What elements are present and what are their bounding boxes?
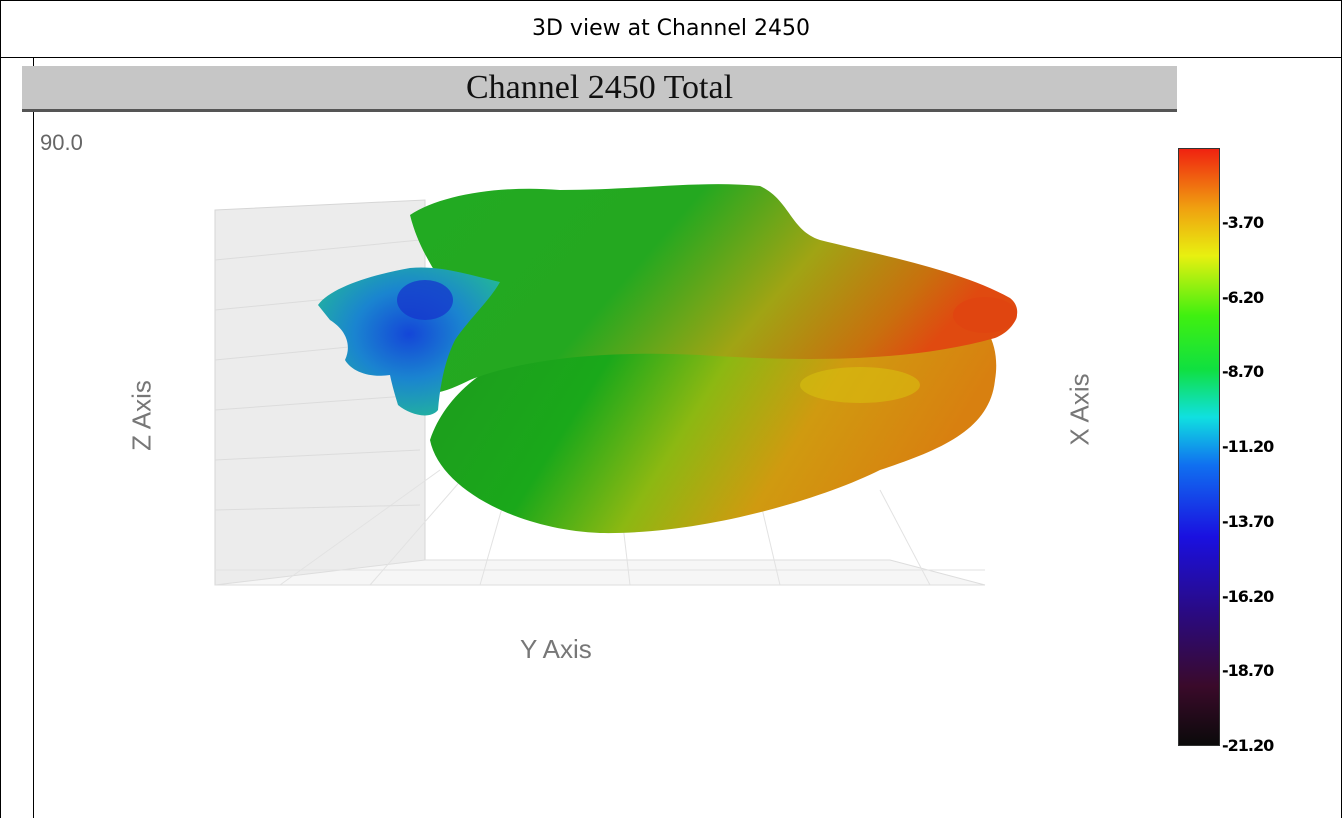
view-angle-readout: 90.0 xyxy=(40,130,83,155)
colorbar-tick-label: -11.20 xyxy=(1222,437,1274,456)
surface-body xyxy=(430,307,997,534)
wall-grid xyxy=(214,239,421,511)
colorbar-tick-label: -8.70 xyxy=(1222,362,1264,382)
colorbar-tick-label: -13.70 xyxy=(1222,511,1274,531)
colorbar-tick-label: -18.70 xyxy=(1222,661,1274,681)
colorbar xyxy=(1178,148,1220,746)
floor-plane xyxy=(214,559,986,586)
plot-title: Channel 2450 Total xyxy=(22,66,1177,112)
surface-min-core xyxy=(397,280,453,320)
figure-caption: 3D view at Channel 2450 xyxy=(0,0,1342,58)
panel-border xyxy=(33,58,34,818)
surface-yellow-highlight xyxy=(800,367,920,403)
colorbar-gradient xyxy=(1178,148,1220,746)
colorbar-tick-label: -16.20 xyxy=(1222,586,1274,606)
surface-min-region xyxy=(318,267,500,416)
back-wall xyxy=(214,199,426,586)
surface-max-highlight xyxy=(953,297,1017,333)
x-axis-label: X Axis xyxy=(1064,373,1095,446)
colorbar-tick-label: -21.20 xyxy=(1222,736,1274,755)
z-axis-label: Z Axis xyxy=(126,380,157,451)
y-axis-label: Y Axis xyxy=(520,634,592,664)
colorbar-tick-label: -6.20 xyxy=(1222,287,1264,307)
surface-top xyxy=(410,184,1018,394)
colorbar-tick-label: -3.70 xyxy=(1222,212,1264,232)
